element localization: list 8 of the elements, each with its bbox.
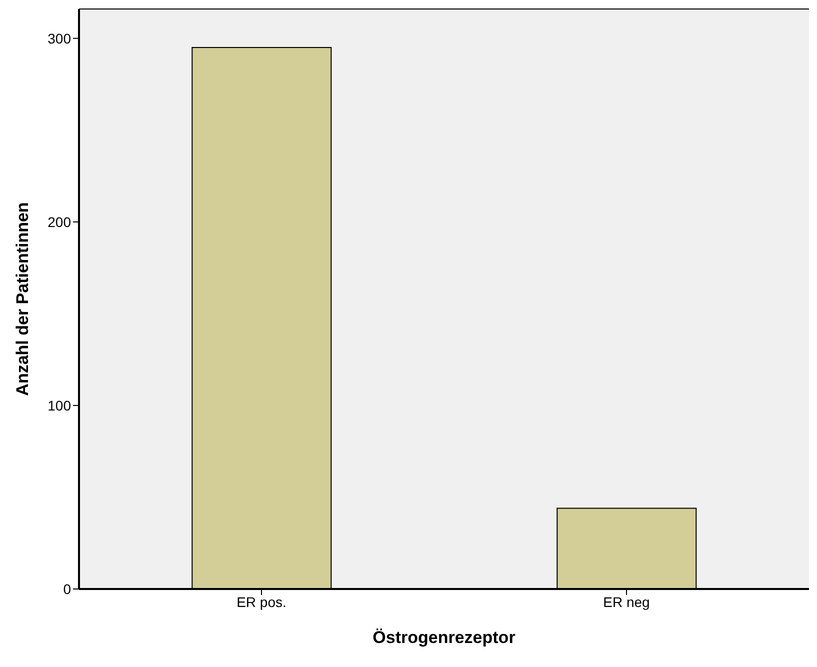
y-tick-label: 300 bbox=[48, 30, 72, 46]
x-tick-label: ER neg bbox=[603, 594, 650, 610]
y-axis-title: Anzahl der Patientinnen bbox=[13, 202, 32, 396]
y-tick-label: 0 bbox=[63, 580, 72, 597]
y-tick-label: 100 bbox=[48, 397, 72, 414]
y-tick-label: 200 bbox=[48, 214, 72, 230]
x-tick-label: ER pos. bbox=[236, 594, 286, 610]
x-axis-title: Östrogenrezeptor bbox=[372, 628, 516, 647]
